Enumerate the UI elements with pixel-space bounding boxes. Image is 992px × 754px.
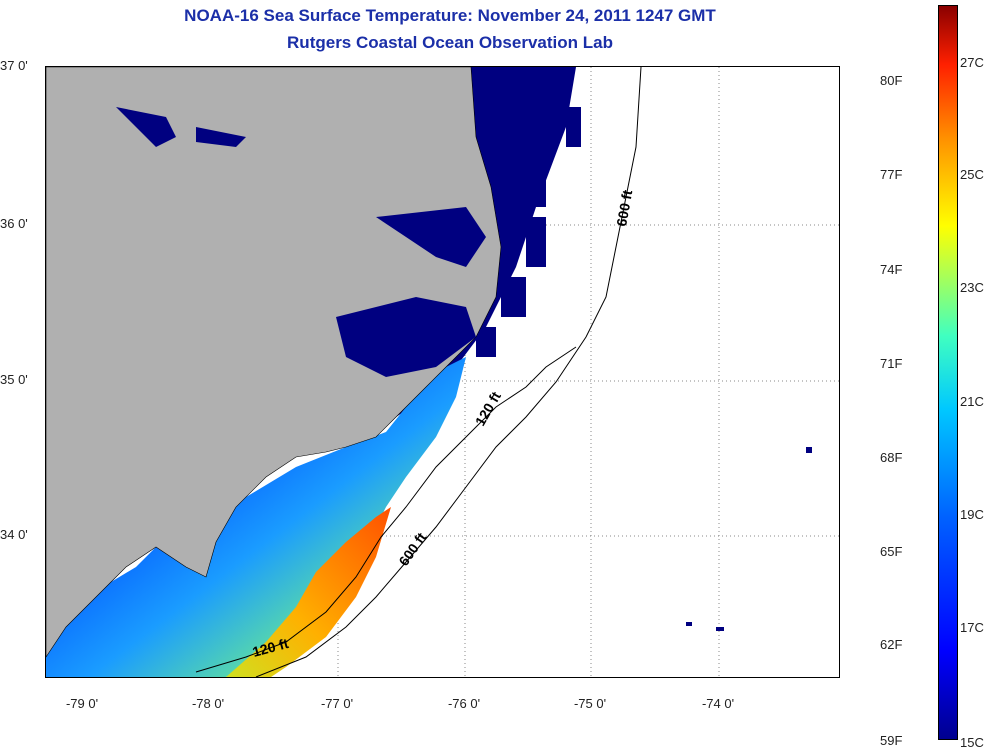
colorbar-f-59: 59F [880, 733, 903, 748]
warm-water-region [226, 507, 391, 677]
lon-label-79: -79 0' [65, 696, 99, 711]
colorbar-c-21: 21C [960, 394, 984, 409]
depth-contour-120ft [195, 346, 577, 673]
sst-map-canvas: 120 ft 120 ft 600 ft 600 ft [46, 67, 839, 677]
land-mass [46, 67, 502, 658]
inland-water [116, 107, 486, 377]
map-title: NOAA-16 Sea Surface Temperature: Novembe… [184, 6, 716, 25]
colorbar-c-25: 25C [960, 167, 984, 182]
colorbar-f-77: 77F [880, 167, 903, 182]
colorbar-c-19: 19C [960, 507, 984, 522]
colorbar-c-23: 23C [960, 280, 984, 295]
lat-label-36: 36 0' [0, 216, 28, 231]
colorbar-c-17: 17C [960, 620, 984, 635]
lon-label-75: -75 0' [573, 696, 607, 711]
lon-label-77: -77 0' [320, 696, 354, 711]
lat-label-37: 37 0' [0, 58, 28, 73]
colorbar-f-62: 62F [880, 637, 903, 652]
colorbar-f-68: 68F [880, 450, 903, 465]
lon-label-78: -78 0' [191, 696, 225, 711]
lon-label-76: -76 0' [447, 696, 481, 711]
depth-label-120ft-north: 120 ft [472, 389, 504, 429]
lat-label-34: 34 0' [0, 527, 28, 542]
lat-label-35: 35 0' [0, 372, 28, 387]
colorbar-f-71: 71F [880, 356, 903, 371]
colorbar-c-15: 15C [960, 735, 984, 750]
data-speckle [476, 107, 812, 631]
sst-swath [46, 357, 466, 677]
depth-label-600ft-south: 600 ft [395, 529, 429, 568]
temperature-colorbar [938, 5, 958, 740]
colorbar-c-27: 27C [960, 55, 984, 70]
sst-map: 120 ft 120 ft 600 ft 600 ft [45, 66, 840, 678]
depth-label-600ft-north: 600 ft [613, 188, 635, 227]
lon-label-74: -74 0' [701, 696, 735, 711]
map-subtitle: Rutgers Coastal Ocean Observation Lab [287, 33, 613, 52]
colorbar-f-65: 65F [880, 544, 903, 559]
colorbar-f-80: 80F [880, 73, 903, 88]
colorbar-f-74: 74F [880, 262, 903, 277]
depth-contour-600ft [255, 67, 642, 677]
